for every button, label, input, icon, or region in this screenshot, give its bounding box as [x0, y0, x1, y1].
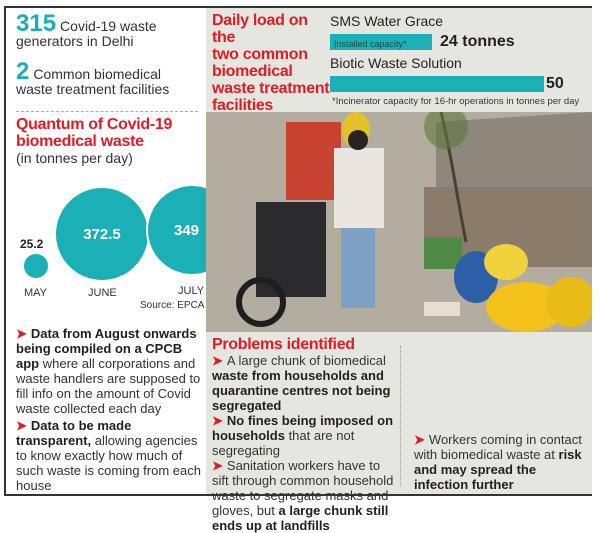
problem-item: ➤ Sanitation workers have to sift through… [212, 458, 394, 533]
footnote: *Incinerator capacity for 16-hr operatio… [332, 96, 580, 107]
problems-panel: Problems identified ➤ A large chunk of bi… [206, 332, 592, 533]
bubble-june: 372.5 [54, 186, 150, 282]
photo-illustration [206, 112, 592, 332]
facility1-value: 24 tonnes [440, 33, 515, 50]
bullet-item: ➤ Data to be made transparent, allowing a… [16, 418, 201, 493]
daily-load-title: Daily load on the two common biomedical … [212, 12, 330, 114]
arrow-icon: ➤ [212, 458, 223, 473]
bubble-june-label: JUNE [88, 287, 117, 299]
facility2-bar [330, 76, 544, 92]
photo-worker-biomedical-waste [206, 112, 592, 332]
stat-treatment-facilities: 2 Common biomedical waste treatment facil… [16, 58, 170, 97]
stat-waste-generators: 315 Covid-19 waste generators in Delhi [16, 10, 157, 49]
arrow-icon: ➤ [414, 432, 425, 447]
facility2-name: Biotic Waste Solution [330, 55, 462, 71]
problem-item: ➤ A large chunk of biomedical waste from … [212, 353, 391, 413]
stat-number: 2 [16, 58, 30, 85]
divider [16, 111, 198, 112]
problems-col-right: ➤ Workers coming in contact with biomedic… [414, 432, 588, 492]
arrow-icon: ➤ [212, 353, 223, 368]
quantum-heading: Quantum of Covid-19 biomedical waste (in… [16, 116, 173, 166]
problems-col-left: Problems identified ➤ A large chunk of bi… [212, 336, 400, 533]
arrow-icon: ➤ [212, 413, 223, 428]
arrow-icon: ➤ [16, 418, 27, 433]
facility1-bar: Installed capacity* [330, 34, 432, 50]
bubble-may-value: 25.2 [20, 237, 44, 251]
left-bullets: ➤ Data from August onwards being compiled… [16, 326, 204, 493]
bubble-july-label: JULY [178, 285, 205, 297]
bubble-may [22, 252, 50, 280]
bubble-may-label: MAY [24, 287, 48, 299]
daily-load-panel: Daily load on the two common biomedical … [206, 8, 592, 114]
stat-number: 315 [16, 10, 57, 37]
arrow-icon: ➤ [16, 326, 27, 341]
facility2-value: 50 [546, 75, 564, 92]
bullet-item: ➤ Data from August onwards being compiled… [16, 326, 201, 416]
column-divider [400, 346, 401, 486]
source-label: Source: EPCA [140, 300, 205, 311]
problems-title: Problems identified [212, 336, 355, 353]
problem-item: ➤ Workers coming in contact with biomedic… [414, 432, 582, 492]
problem-item: ➤ No fines being imposed on households th… [212, 413, 394, 458]
facility1-name: SMS Water Grace [330, 13, 444, 29]
